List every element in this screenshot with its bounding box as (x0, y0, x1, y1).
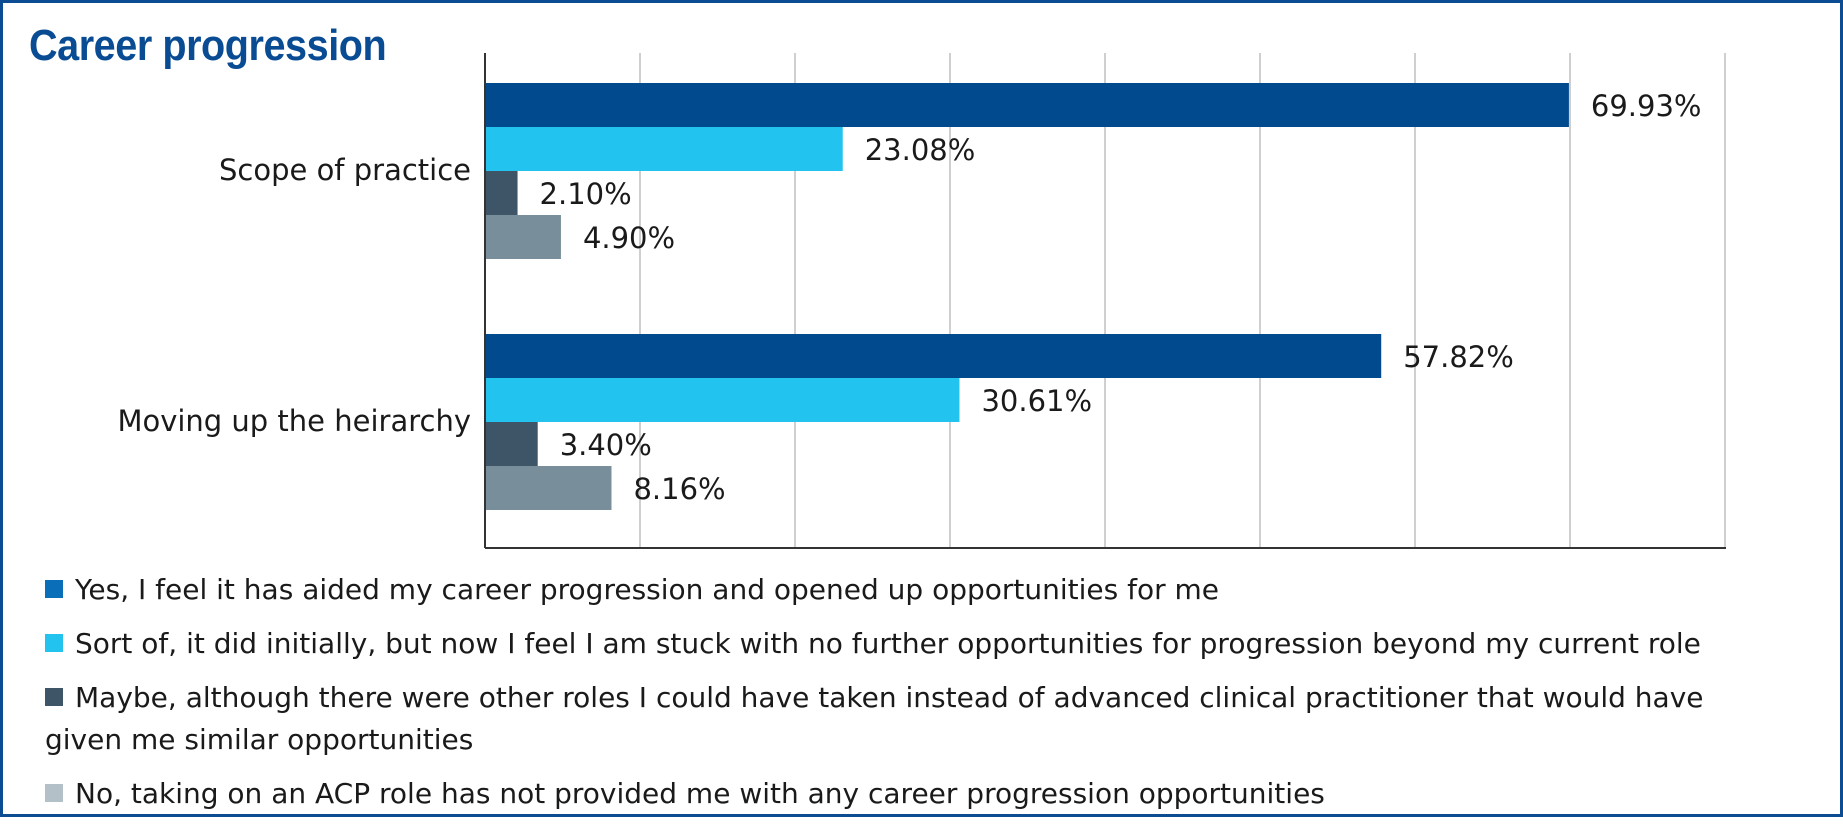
legend-item: Maybe, although there were other roles I… (45, 677, 1745, 761)
bar (485, 215, 561, 259)
legend-swatch (45, 634, 63, 652)
category-label: Scope of practice (219, 153, 471, 187)
legend: Yes, I feel it has aided my career progr… (45, 569, 1745, 827)
data-label: 30.61% (981, 384, 1092, 418)
category-labels: Scope of practice Moving up the heirarchy (117, 153, 471, 438)
bar (485, 83, 1569, 127)
chart-title: Career progression (29, 21, 387, 70)
bar (485, 466, 612, 510)
legend-label: Maybe, although there were other roles I… (45, 681, 1704, 756)
bar-chart: 69.93% 23.08% 2.10% 4.90% 57.82% 30.61% 3.40% 8… (117, 53, 1726, 549)
data-label: 8.16% (633, 472, 725, 506)
legend-item: Sort of, it did initially, but now I fee… (45, 623, 1745, 665)
legend-item: No, taking on an ACP role has not provid… (45, 773, 1745, 815)
legend-label: Sort of, it did initially, but now I fee… (75, 627, 1701, 660)
data-label: 57.82% (1403, 340, 1514, 374)
legend-swatch (45, 784, 63, 802)
data-label: 4.90% (583, 221, 675, 255)
data-labels: 69.93% 23.08% 2.10% 4.90% 57.82% 30.61% 3.40% 8… (540, 89, 1702, 506)
data-label: 69.93% (1591, 89, 1702, 123)
category-label: Moving up the heirarchy (117, 404, 471, 438)
legend-label: Yes, I feel it has aided my career progr… (75, 573, 1220, 606)
legend-item: Yes, I feel it has aided my career progr… (45, 569, 1745, 611)
axes (484, 53, 1726, 549)
bars (485, 83, 1569, 510)
data-label: 23.08% (865, 133, 976, 167)
bar (485, 171, 518, 215)
bar (485, 422, 538, 466)
bar (485, 334, 1382, 378)
bar (485, 378, 960, 422)
bar (485, 127, 843, 171)
data-label: 2.10% (540, 177, 632, 211)
legend-swatch (45, 688, 63, 706)
legend-swatch (45, 580, 63, 598)
legend-label: No, taking on an ACP role has not provid… (75, 777, 1325, 810)
data-label: 3.40% (560, 428, 652, 462)
